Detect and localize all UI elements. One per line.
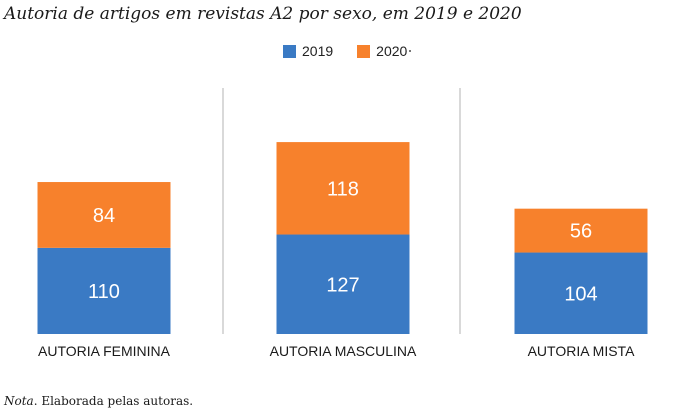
bar-autoria-masculina-2019 xyxy=(276,234,410,334)
figure-note: Nota. Elaborada pelas autoras. xyxy=(4,394,193,408)
legend-item-2019: 2019 xyxy=(283,43,333,59)
data-label-autoria-masculina-2019: 127 xyxy=(326,274,359,296)
legend-marker-dot xyxy=(409,50,412,52)
note-label: Nota xyxy=(4,394,34,408)
data-label-autoria-feminina-2019: 110 xyxy=(88,281,120,303)
bar-autoria-mista-2020 xyxy=(514,208,648,253)
legend-label-2020: 2020 xyxy=(376,43,408,59)
bar-autoria-feminina-2020 xyxy=(37,182,171,248)
data-label-autoria-mista-2019: 104 xyxy=(564,283,597,305)
chart-title: Autoria de artigos em revistas A2 por se… xyxy=(4,4,522,24)
legend-swatch-2020 xyxy=(357,44,371,58)
note-text: . Elaborada pelas autoras. xyxy=(33,394,194,408)
legend-swatch-2019 xyxy=(283,44,296,58)
data-label-autoria-mista-2020: 56 xyxy=(570,221,592,243)
category-label-autoria-feminina: AUTORIA FEMININA xyxy=(38,343,171,359)
data-label-autoria-feminina-2020: 84 xyxy=(93,205,115,227)
category-label-autoria-mista: AUTORIA MISTA xyxy=(528,343,635,359)
bar-autoria-feminina-2019 xyxy=(37,247,171,334)
legend-label-2019: 2019 xyxy=(302,43,334,59)
legend-item-2020: 2020 xyxy=(357,43,412,59)
chart-legend: 2019 2020 xyxy=(283,43,435,59)
data-label-autoria-masculina-2020: 118 xyxy=(327,178,359,200)
category-label-autoria-masculina: AUTORIA MASCULINA xyxy=(270,343,417,359)
bar-autoria-masculina-2020 xyxy=(276,142,410,235)
bar-autoria-mista-2019 xyxy=(514,252,648,334)
